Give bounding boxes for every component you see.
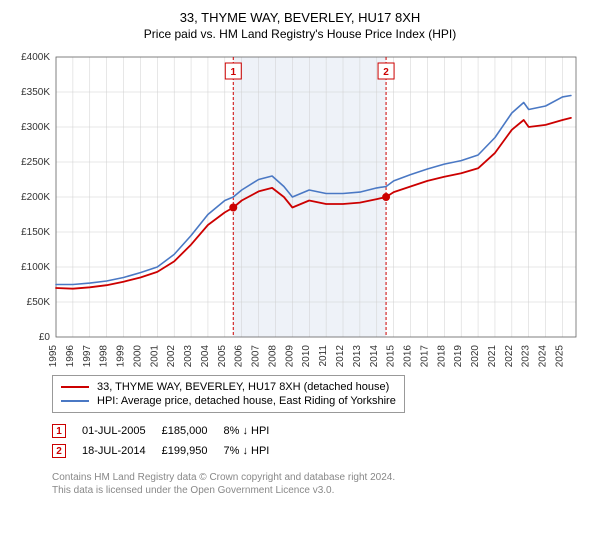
svg-text:2020: 2020 xyxy=(470,345,481,368)
svg-text:1999: 1999 xyxy=(116,345,127,368)
sale-price: £199,950 xyxy=(162,441,224,461)
sale-date: 18-JUL-2014 xyxy=(82,441,162,461)
svg-text:1996: 1996 xyxy=(65,345,76,368)
svg-text:2: 2 xyxy=(383,67,389,78)
svg-text:2008: 2008 xyxy=(267,345,278,368)
sale-delta: 7% ↓ HPI xyxy=(223,441,285,461)
legend-swatch xyxy=(61,386,89,388)
svg-text:2023: 2023 xyxy=(521,345,532,368)
svg-text:£100K: £100K xyxy=(21,262,50,273)
sale-delta: 8% ↓ HPI xyxy=(223,421,285,441)
sale-row: 2 18-JUL-2014£199,9507% ↓ HPI xyxy=(52,441,285,461)
svg-text:£0: £0 xyxy=(39,332,51,343)
legend-label: 33, THYME WAY, BEVERLEY, HU17 8XH (detac… xyxy=(97,381,389,393)
svg-text:2018: 2018 xyxy=(436,345,447,368)
svg-text:2000: 2000 xyxy=(132,345,143,368)
svg-text:2009: 2009 xyxy=(284,345,295,368)
footer-line-2: This data is licensed under the Open Gov… xyxy=(52,484,588,497)
price-chart-svg: £0 £50K £100K £150K £200K £250K £300K £350K £400… xyxy=(12,49,588,369)
legend-swatch xyxy=(61,400,89,402)
sale-price: £185,000 xyxy=(162,421,224,441)
svg-text:£400K: £400K xyxy=(21,52,50,63)
svg-text:2011: 2011 xyxy=(318,345,329,367)
svg-text:£200K: £200K xyxy=(21,192,50,203)
svg-text:2007: 2007 xyxy=(251,345,262,368)
svg-text:2010: 2010 xyxy=(301,345,312,368)
svg-text:2013: 2013 xyxy=(352,345,363,368)
footer-attribution: Contains HM Land Registry data © Crown c… xyxy=(52,471,588,497)
svg-text:2022: 2022 xyxy=(504,345,515,368)
legend: 33, THYME WAY, BEVERLEY, HU17 8XH (detac… xyxy=(52,375,405,413)
svg-text:2001: 2001 xyxy=(149,345,160,368)
chart-subtitle: Price paid vs. HM Land Registry's House … xyxy=(12,27,588,41)
svg-text:2016: 2016 xyxy=(403,345,414,368)
legend-row: HPI: Average price, detached house, East… xyxy=(61,394,396,408)
sales-table: 1 01-JUL-2005£185,0008% ↓ HPI 2 18-JUL-2014… xyxy=(52,421,285,461)
sale-date: 01-JUL-2005 xyxy=(82,421,162,441)
svg-text:2006: 2006 xyxy=(234,345,245,368)
sale-badge: 1 xyxy=(52,424,66,438)
svg-text:£300K: £300K xyxy=(21,122,50,133)
legend-row: 33, THYME WAY, BEVERLEY, HU17 8XH (detac… xyxy=(61,380,396,394)
svg-text:2005: 2005 xyxy=(217,345,228,368)
svg-text:2015: 2015 xyxy=(386,345,397,368)
svg-text:2014: 2014 xyxy=(369,345,380,368)
svg-text:2017: 2017 xyxy=(419,345,430,368)
chart-title: 33, THYME WAY, BEVERLEY, HU17 8XH xyxy=(12,10,588,25)
svg-text:2024: 2024 xyxy=(538,345,549,368)
svg-text:1997: 1997 xyxy=(82,345,93,368)
svg-text:1: 1 xyxy=(230,67,236,78)
svg-text:£350K: £350K xyxy=(21,87,50,98)
svg-text:2002: 2002 xyxy=(166,345,177,368)
svg-text:2012: 2012 xyxy=(335,345,346,368)
svg-text:2004: 2004 xyxy=(200,345,211,368)
sale-row: 1 01-JUL-2005£185,0008% ↓ HPI xyxy=(52,421,285,441)
footer-line-1: Contains HM Land Registry data © Crown c… xyxy=(52,471,588,484)
sale-badge: 2 xyxy=(52,444,66,458)
svg-text:2021: 2021 xyxy=(487,345,498,368)
svg-text:2025: 2025 xyxy=(554,345,565,368)
svg-text:£50K: £50K xyxy=(27,297,51,308)
chart-container: 33, THYME WAY, BEVERLEY, HU17 8XH Price … xyxy=(0,0,600,505)
svg-text:£250K: £250K xyxy=(21,157,50,168)
svg-text:2019: 2019 xyxy=(453,345,464,368)
legend-label: HPI: Average price, detached house, East… xyxy=(97,395,396,407)
chart-area: £0 £50K £100K £150K £200K £250K £300K £350K £400… xyxy=(12,49,588,369)
svg-text:1998: 1998 xyxy=(99,345,110,368)
svg-text:1995: 1995 xyxy=(48,345,59,368)
svg-text:£150K: £150K xyxy=(21,227,50,238)
svg-text:2003: 2003 xyxy=(183,345,194,368)
